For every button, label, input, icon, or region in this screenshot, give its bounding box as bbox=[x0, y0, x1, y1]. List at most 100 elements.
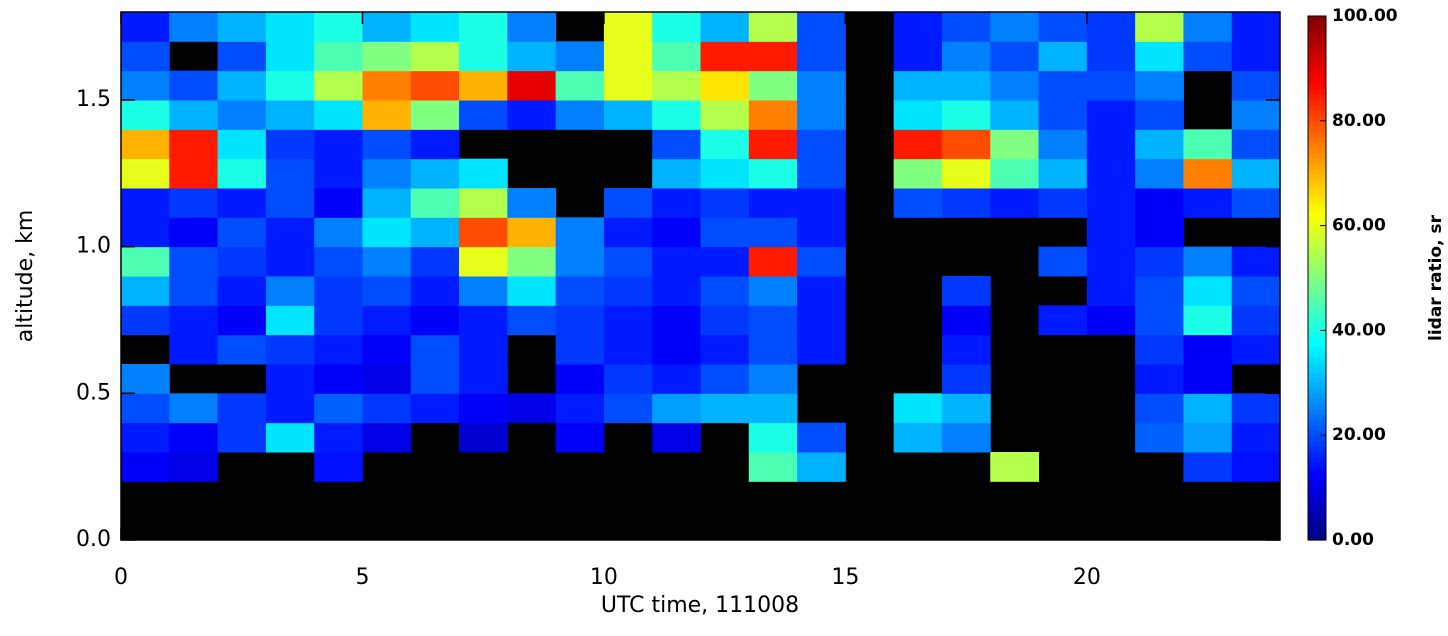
heatmap-cell bbox=[265, 393, 315, 424]
heatmap-cell bbox=[169, 129, 219, 160]
heatmap-cell bbox=[748, 217, 798, 248]
heatmap-cell bbox=[459, 158, 508, 189]
heatmap-cell bbox=[1038, 188, 1088, 218]
heatmap-cell bbox=[893, 188, 943, 218]
heatmap-cell bbox=[797, 41, 846, 72]
colorbar-step bbox=[1308, 89, 1326, 96]
heatmap-cell bbox=[217, 100, 267, 130]
heatmap-cell bbox=[217, 334, 267, 365]
heatmap-cell bbox=[990, 188, 1040, 218]
colorbar-step bbox=[1308, 215, 1326, 221]
heatmap-cell bbox=[410, 276, 460, 306]
heatmap-cell bbox=[1231, 276, 1281, 306]
heatmap-cell bbox=[893, 12, 943, 42]
colorbar-step bbox=[1308, 47, 1326, 54]
colorbar-step bbox=[1308, 393, 1326, 400]
colorbar-step bbox=[1308, 220, 1326, 227]
heatmap-cell bbox=[507, 217, 557, 248]
x-tick-label: 10 bbox=[590, 565, 618, 590]
heatmap-cell bbox=[1183, 364, 1233, 394]
heatmap-cell bbox=[362, 246, 412, 277]
colorbar-step bbox=[1308, 178, 1326, 185]
colorbar-step bbox=[1308, 152, 1326, 159]
heatmap-cell bbox=[314, 12, 363, 42]
colorbar-step bbox=[1308, 36, 1326, 43]
heatmap-cell bbox=[265, 217, 315, 248]
x-tick-label: 20 bbox=[1073, 565, 1101, 590]
heatmap bbox=[121, 12, 1281, 482]
colorbar-step bbox=[1308, 435, 1326, 442]
heatmap-cell bbox=[362, 70, 412, 101]
heatmap-cell bbox=[893, 129, 943, 160]
heatmap-cell bbox=[217, 217, 267, 248]
heatmap-cell bbox=[1135, 129, 1184, 160]
heatmap-cell bbox=[217, 305, 267, 336]
heatmap-cell bbox=[555, 422, 605, 453]
heatmap-cell bbox=[1135, 276, 1184, 306]
colorbar-step bbox=[1308, 251, 1326, 258]
heatmap-cell bbox=[700, 100, 750, 130]
heatmap-cell bbox=[797, 100, 846, 130]
heatmap-cell bbox=[555, 305, 605, 336]
heatmap-cell bbox=[314, 70, 363, 101]
colorbar-tick-label: 100.00 bbox=[1332, 6, 1398, 26]
heatmap-cell bbox=[169, 12, 219, 42]
heatmap-cell bbox=[1135, 422, 1184, 453]
heatmap-cell bbox=[748, 41, 798, 72]
heatmap-cell bbox=[314, 217, 363, 248]
heatmap-cell bbox=[121, 422, 170, 453]
heatmap-cell bbox=[169, 334, 219, 365]
heatmap-cell bbox=[362, 422, 412, 453]
colorbar-step bbox=[1308, 126, 1326, 132]
heatmap-cell bbox=[410, 334, 460, 365]
heatmap-cell bbox=[1135, 70, 1184, 101]
heatmap-cell bbox=[652, 393, 701, 424]
heatmap-cell bbox=[314, 452, 363, 482]
heatmap-cell bbox=[797, 334, 846, 365]
heatmap-cell bbox=[1231, 188, 1281, 218]
heatmap-cell bbox=[1183, 305, 1233, 336]
heatmap-cell bbox=[169, 100, 219, 130]
heatmap-cell bbox=[265, 334, 315, 365]
heatmap-cell bbox=[410, 100, 460, 130]
colorbar-tick-label: 60.00 bbox=[1332, 216, 1386, 236]
colorbar-tick-label: 20.00 bbox=[1332, 425, 1386, 445]
heatmap-cell bbox=[990, 70, 1040, 101]
colorbar-step bbox=[1308, 283, 1326, 290]
heatmap-cell bbox=[1183, 158, 1233, 189]
heatmap-cell bbox=[265, 246, 315, 277]
heatmap-cell bbox=[990, 41, 1040, 72]
heatmap-cell bbox=[652, 276, 701, 306]
heatmap-cell bbox=[121, 305, 170, 336]
heatmap-cell bbox=[700, 393, 750, 424]
colorbar-step bbox=[1308, 147, 1326, 153]
heatmap-cell bbox=[459, 422, 508, 453]
heatmap-cell bbox=[169, 217, 219, 248]
heatmap-cell bbox=[652, 334, 701, 365]
colorbar-step bbox=[1308, 272, 1326, 279]
heatmap-cell bbox=[362, 334, 412, 365]
heatmap-cell bbox=[603, 217, 653, 248]
heatmap-cell bbox=[459, 393, 508, 424]
heatmap-cell bbox=[362, 393, 412, 424]
colorbar-step bbox=[1308, 319, 1326, 326]
colorbar-step bbox=[1308, 167, 1326, 174]
heatmap-cell bbox=[314, 41, 363, 72]
heatmap-cell bbox=[1135, 188, 1184, 218]
heatmap-cell bbox=[1183, 188, 1233, 218]
heatmap-cell bbox=[1231, 422, 1281, 453]
heatmap-cell bbox=[748, 12, 798, 42]
heatmap-cell bbox=[797, 305, 846, 336]
heatmap-cell bbox=[410, 70, 460, 101]
heatmap-cell bbox=[362, 217, 412, 248]
heatmap-cell bbox=[459, 305, 508, 336]
heatmap-cell bbox=[652, 188, 701, 218]
heatmap-cell bbox=[314, 305, 363, 336]
heatmap-cell bbox=[1183, 246, 1233, 277]
heatmap-cell bbox=[1231, 129, 1281, 160]
heatmap-cell bbox=[1086, 188, 1136, 218]
colorbar-step bbox=[1308, 477, 1326, 483]
heatmap-cell bbox=[314, 129, 363, 160]
heatmap-cell bbox=[217, 12, 267, 42]
